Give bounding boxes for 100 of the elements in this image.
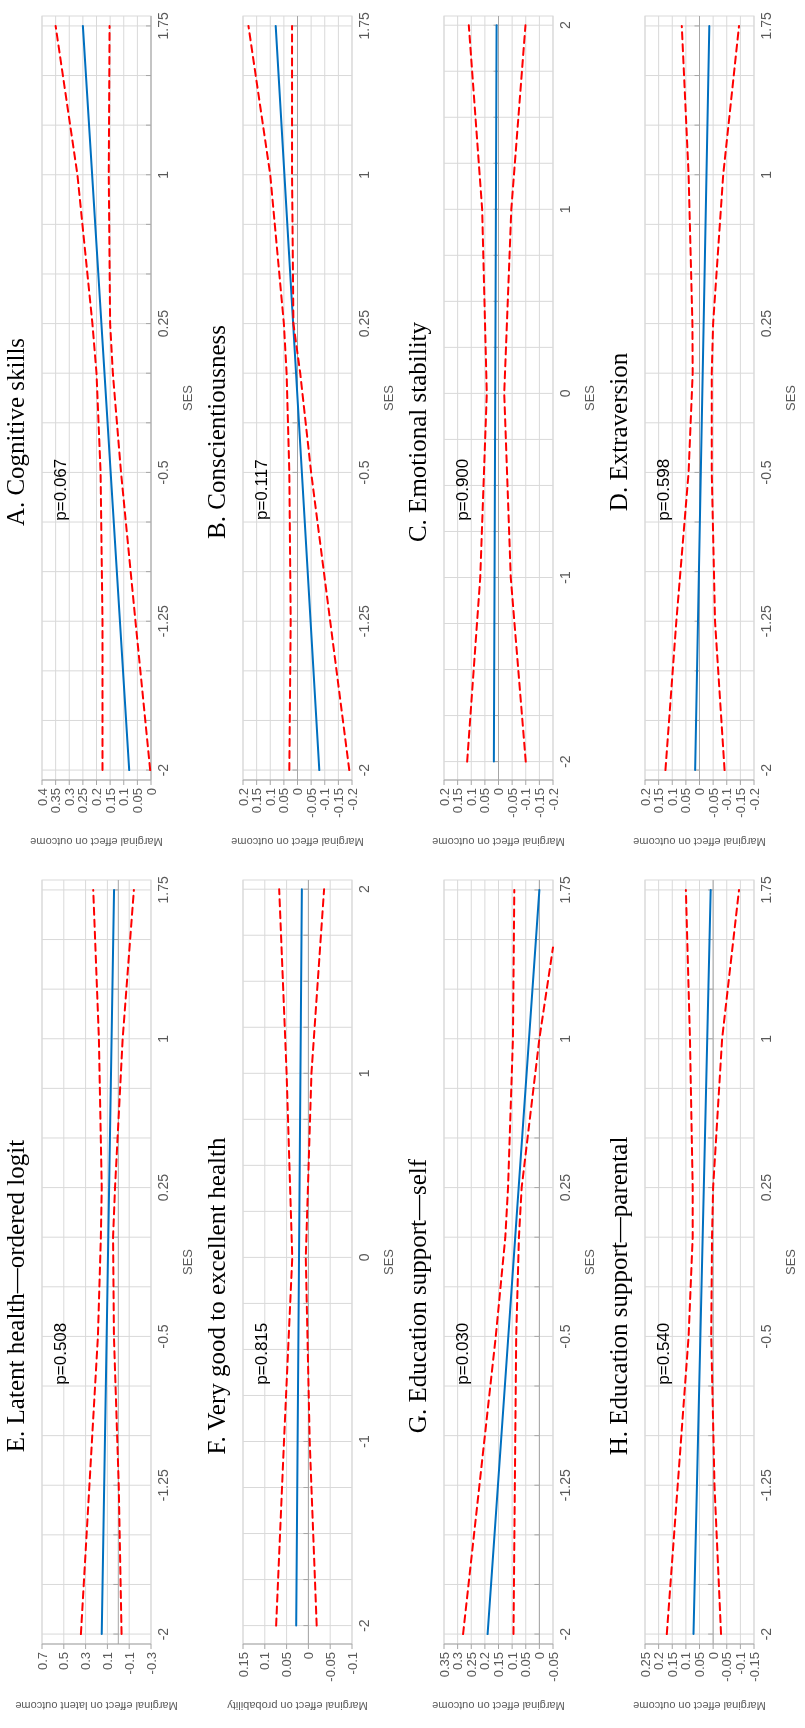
annotation: p=0.067 [51,458,70,521]
line-series [710,24,741,772]
x-tick-label: 0.7 [34,1652,50,1671]
y-axis-title: SES [179,384,195,412]
y-tick-label: -1 [355,1435,372,1448]
y-tick-label: -2 [154,1627,171,1641]
y-tick-label: -0.5 [355,460,372,485]
y-tick-label: 1.75 [556,876,573,904]
annotation: p=0.117 [252,459,271,521]
x-tick-label: 0.1 [504,1652,520,1671]
x-tick-label: 0.3 [450,1652,466,1671]
line-series [54,24,104,772]
x-tick-label: 0.15 [450,788,466,814]
line-series [291,24,351,772]
x-tick-label: 0 [531,1652,547,1660]
y-tick-label: -1 [556,571,573,584]
text: E. Latent health—ordered logit [2,1139,29,1453]
y-tick-label: 1.75 [154,876,171,904]
x-tick-label: 0 [300,1652,316,1660]
x-tick-label: 0.1 [257,1652,273,1671]
y-tick-label: -0.5 [556,1324,573,1349]
x-tick-label: 0.25 [637,1652,653,1678]
y-tick-label: -0.5 [154,460,171,485]
y-axis-title: SES [782,1248,798,1276]
x-tick-label: 0.35 [48,788,64,814]
x-tick-label: 0 [143,788,159,796]
y-tick-label: 0.25 [757,309,774,338]
x-tick-label: 0.05 [692,1652,708,1678]
x-tick-label: 0.05 [518,1652,534,1678]
line-series [112,888,135,1636]
y-tick-label: 0 [355,1253,372,1262]
y-tick-label: -2 [355,763,372,777]
x-tick-label: 0.15 [102,788,118,814]
line-series [710,888,741,1636]
y-tick-label: 2 [556,21,573,30]
x-tick-label: -0.05 [705,788,721,818]
x-tick-label: -0.15 [746,1652,762,1682]
x-tick-label: 0.1 [664,788,680,807]
y-tick-label: -1.25 [355,605,372,638]
x-tick-label: -0.1 [317,788,333,811]
x-axis-title: Marginal effect on outcome [231,836,364,849]
x-tick-label: 0.15 [664,1652,680,1678]
y-tick-label: -1.25 [154,605,171,638]
y-tick-label: 1 [355,170,372,179]
x-tick-label: -0.1 [732,1652,748,1675]
x-tick-label: 0.3 [61,788,77,807]
y-tick-label: 1.75 [757,12,774,40]
y-tick-label: -0.5 [757,1324,774,1349]
annotation: p=0.030 [453,1322,472,1385]
x-tick-label: 0.2 [637,788,653,807]
y-axis-title: SES [179,1248,195,1276]
y-tick-label: -0.5 [154,1324,171,1349]
x-axis-title: Marginal effect on outcome [633,836,766,849]
annotation: p=0.508 [51,1322,70,1385]
x-tick-label: 0.15 [651,788,667,814]
y-tick-label: 1 [757,1034,774,1043]
x-tick-label: 0.1 [678,1652,694,1671]
y-tick-label: 1 [556,205,573,214]
x-tick-label: -0.05 [303,788,319,818]
y-tick-label: -2 [757,1627,774,1641]
x-tick-label: 0 [705,1652,721,1660]
y-tick-label: 0.25 [757,1173,774,1202]
x-tick-label: -0.2 [746,788,762,811]
y-tick-label: 1 [355,1069,372,1078]
y-tick-label: -2 [154,763,171,777]
text: A. Cognitive skills [2,337,29,527]
y-tick-label: 1 [757,170,774,179]
y-tick-label: 1.75 [355,12,372,40]
x-tick-label: 0.2 [89,788,105,807]
x-tick-label: 0 [491,788,507,796]
x-tick-label: 0.05 [276,788,292,814]
y-tick-label: 1.75 [154,12,171,40]
x-tick-label: 0.1 [463,788,479,807]
x-tick-label: -0.1 [518,788,534,811]
x-tick-label: 0.1 [99,1652,115,1671]
text: D. Extraversion [605,352,632,512]
x-tick-label: 0 [692,788,708,796]
x-tick-label: -0.1 [121,1652,137,1675]
x-tick-label: -0.05 [545,1652,561,1682]
x-tick-label: 0.4 [34,788,50,807]
y-tick-label: -1.25 [154,1469,171,1502]
line-series [503,24,527,763]
line-series [304,888,326,1627]
y-tick-label: -1.25 [757,1469,774,1502]
x-tick-label: 0.3 [78,1652,94,1671]
y-tick-label: -1.25 [757,605,774,638]
x-tick-label: 0.25 [463,1652,479,1678]
x-tick-label: -0.15 [531,788,547,818]
x-tick-label: -0.2 [344,788,360,811]
x-tick-label: 0.15 [249,788,265,814]
line-series [107,24,152,772]
y-tick-label: -1.25 [556,1469,573,1502]
text: B. Conscientiousness [203,325,230,539]
y-tick-label: 1 [154,170,171,179]
x-tick-label: -0.15 [732,788,748,818]
y-tick-label: -2 [556,755,573,768]
line-series [79,888,103,1636]
annotation: p=0.815 [252,1322,271,1385]
y-tick-label: 2 [355,885,372,894]
x-axis-title: Marginal effect on outcome [432,836,565,849]
